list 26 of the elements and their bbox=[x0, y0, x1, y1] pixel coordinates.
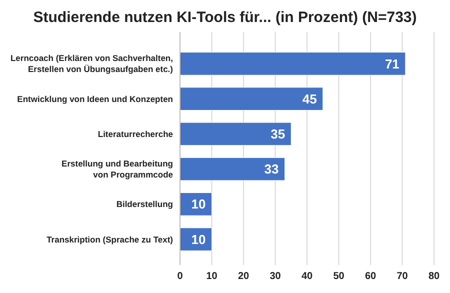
bar bbox=[180, 87, 324, 110]
data-label: 71 bbox=[384, 56, 400, 72]
y-tick-label: Transkription (Sprache zu Text) bbox=[46, 234, 174, 244]
y-tick-label: Erstellung und Bearbeitung von Programmcode bbox=[62, 158, 174, 180]
data-label: 35 bbox=[270, 126, 286, 142]
bar bbox=[180, 122, 292, 146]
x-tick-label: 30 bbox=[270, 271, 282, 282]
x-tick-label: 50 bbox=[333, 271, 345, 282]
x-tick-label: 80 bbox=[428, 271, 440, 282]
x-tick-label: 20 bbox=[238, 271, 250, 282]
bar bbox=[180, 157, 286, 181]
data-label: 45 bbox=[302, 91, 317, 106]
y-tick-label: Lerncoach (Erklären von Sachverhalten, Erstellen von Übungsaufgaben etc.) bbox=[10, 53, 174, 74]
y-tick-label: Literaturrecherche bbox=[98, 128, 174, 139]
x-tick-label: 60 bbox=[364, 271, 376, 282]
data-label: 10 bbox=[191, 232, 206, 247]
bar bbox=[180, 52, 406, 76]
data-label: 10 bbox=[191, 196, 206, 212]
y-tick-label: Bilderstellung bbox=[116, 199, 173, 210]
x-tick-label: 70 bbox=[396, 271, 408, 282]
data-label: 33 bbox=[264, 162, 279, 177]
x-tick-label: 0 bbox=[177, 271, 184, 282]
x-tick-label: 40 bbox=[301, 271, 313, 282]
chart-title: Studierende nutzen KI-Tools für... (in Prozent) (N=733) bbox=[33, 9, 417, 26]
y-tick-label: Entwicklung von Ideen und Konzepten bbox=[17, 94, 173, 104]
x-tick-label: 10 bbox=[206, 271, 218, 282]
